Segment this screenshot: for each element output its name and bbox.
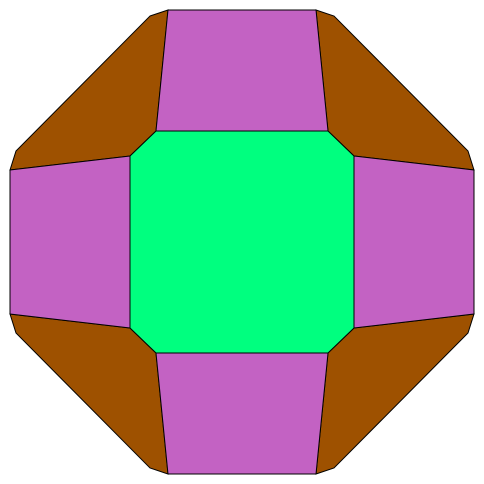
right-trapezoid-face xyxy=(354,156,474,328)
center-octagon-face xyxy=(130,131,354,353)
left-trapezoid-face xyxy=(10,156,130,328)
top-trapezoid-face xyxy=(156,10,328,131)
bottom-trapezoid-face xyxy=(156,353,328,474)
